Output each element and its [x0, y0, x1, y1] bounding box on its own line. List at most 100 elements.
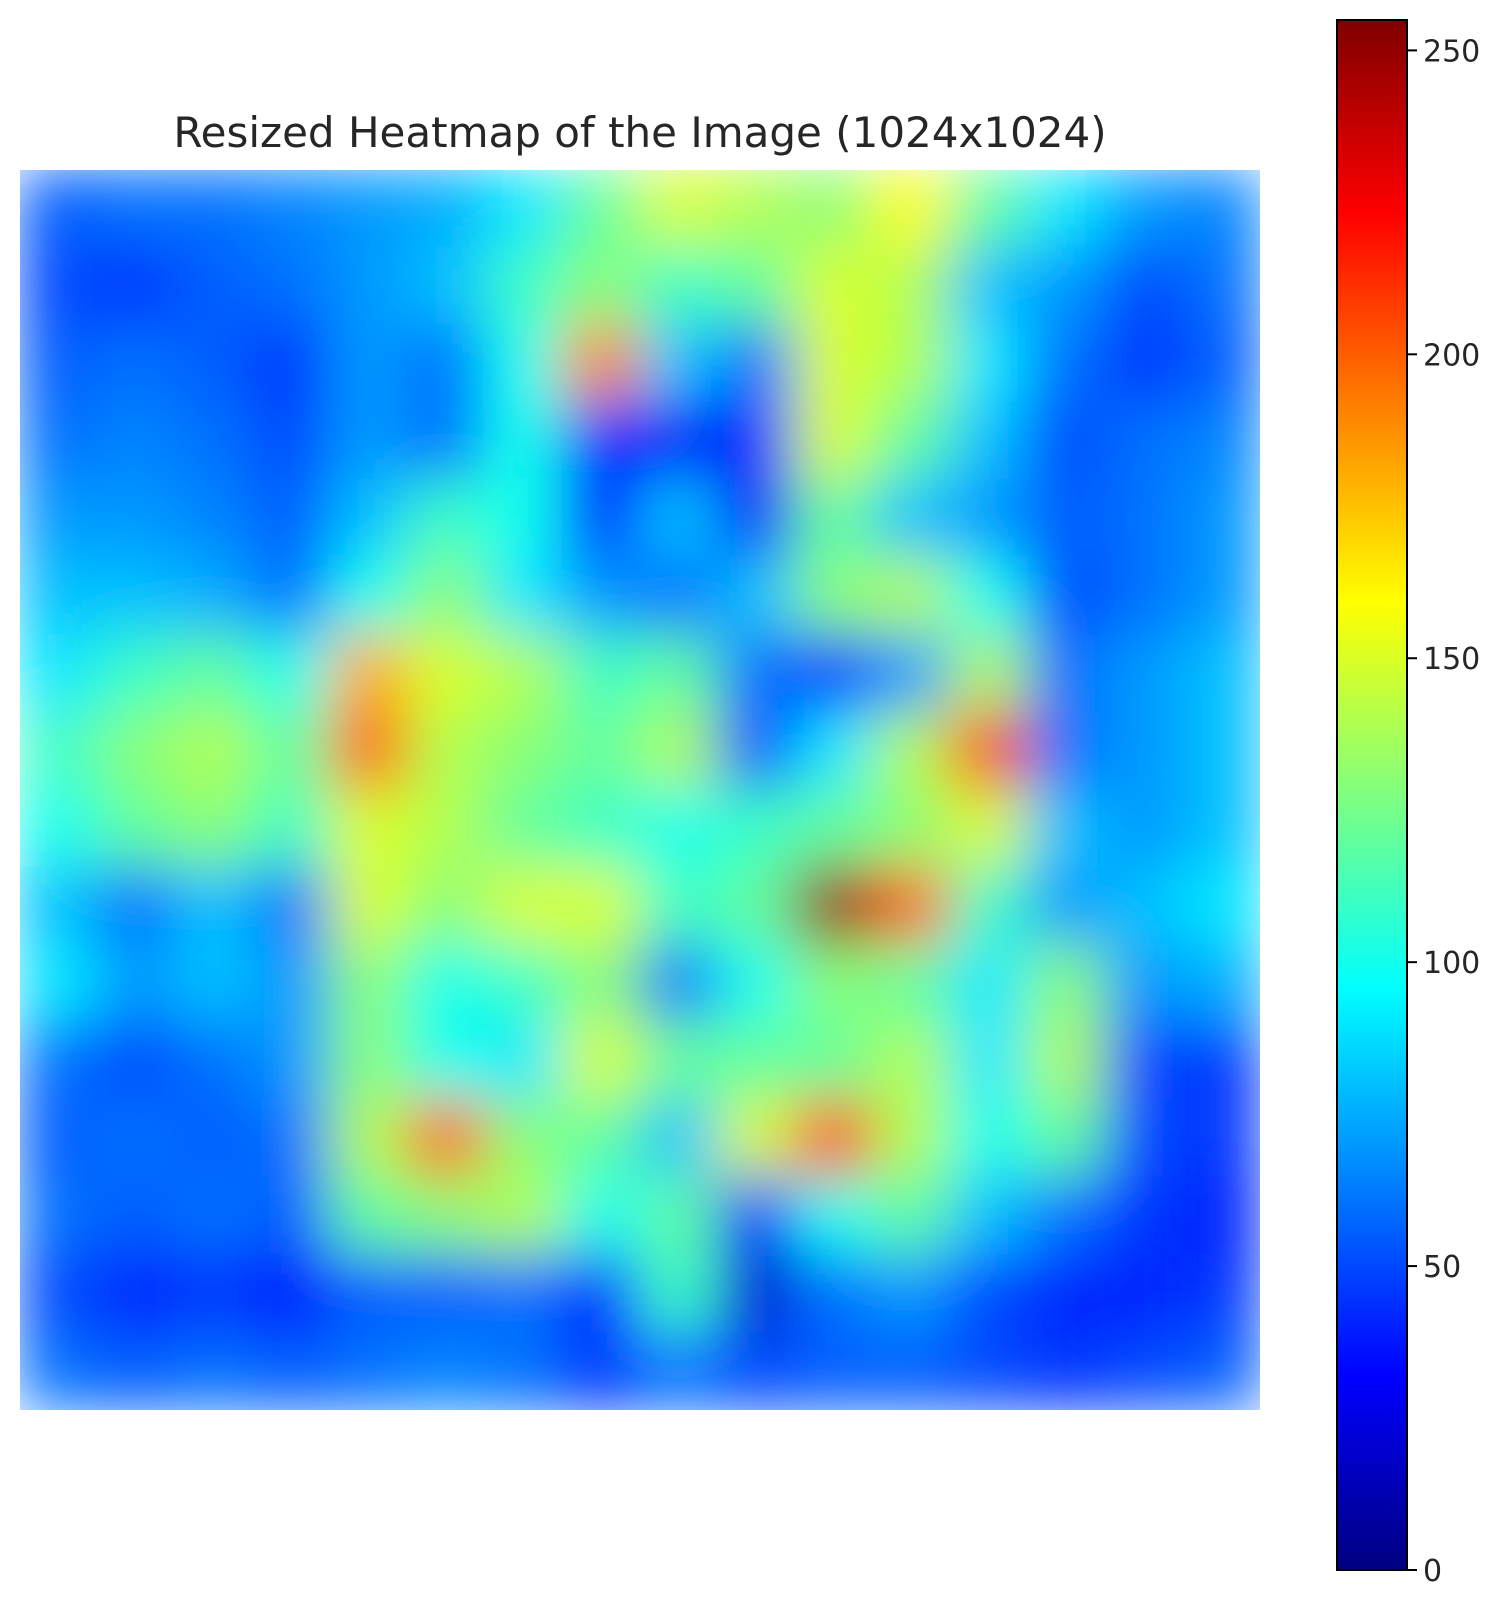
- heatmap-cell: [639, 711, 719, 791]
- heatmap-cell: [484, 479, 564, 559]
- heatmap-cell: [1104, 1254, 1184, 1334]
- heatmap-cell: [1026, 1331, 1106, 1410]
- heatmap-cell: [484, 324, 564, 404]
- heatmap-cell: [639, 866, 719, 946]
- heatmap-cell: [1104, 789, 1184, 869]
- heatmap-cell: [251, 634, 331, 714]
- heatmap-cell: [716, 1176, 796, 1256]
- heatmap-cell: [96, 556, 176, 636]
- heatmap-cell: [484, 170, 564, 249]
- heatmap-cell: [949, 1331, 1029, 1410]
- heatmap-cell: [1181, 1099, 1260, 1179]
- heatmap-cell: [794, 866, 874, 946]
- chart-title: Resized Heatmap of the Image (1024x1024): [173, 108, 1107, 157]
- heatmap-cell: [20, 634, 99, 714]
- heatmap-cell: [639, 634, 719, 714]
- heatmap-cell: [20, 1176, 99, 1256]
- heatmap-cell: [329, 866, 409, 946]
- heatmap-cell: [329, 324, 409, 404]
- heatmap-cell: [716, 711, 796, 791]
- heatmap-cell: [1181, 401, 1260, 481]
- heatmap-cell: [949, 556, 1029, 636]
- heatmap-cell: [871, 1099, 951, 1179]
- heatmap-cell: [251, 1021, 331, 1101]
- heatmap-cell: [1104, 556, 1184, 636]
- heatmap-cell: [716, 634, 796, 714]
- heatmap-cell: [96, 246, 176, 326]
- heatmap-cell: [251, 1099, 331, 1179]
- heatmap-cell: [1026, 170, 1106, 249]
- heatmap-cell: [20, 324, 99, 404]
- heatmap-cell: [251, 1176, 331, 1256]
- heatmap-cell: [1181, 789, 1260, 869]
- heatmap-cell: [639, 944, 719, 1024]
- heatmap-cell: [871, 634, 951, 714]
- heatmap-cell: [20, 711, 99, 791]
- heatmap-cell: [561, 634, 641, 714]
- heatmap-cell: [406, 479, 486, 559]
- heatmap-cell: [949, 1099, 1029, 1179]
- heatmap-cell: [949, 324, 1029, 404]
- heatmap-cell: [484, 1254, 564, 1334]
- heatmap-cell: [949, 634, 1029, 714]
- heatmap-cell: [96, 789, 176, 869]
- heatmap-cell: [20, 246, 99, 326]
- heatmap-cell: [406, 1331, 486, 1410]
- heatmap-cell: [484, 789, 564, 869]
- heatmap-cell: [484, 401, 564, 481]
- heatmap-cell: [794, 324, 874, 404]
- heatmap-cell: [1104, 1331, 1184, 1410]
- heatmap-cell: [716, 246, 796, 326]
- heatmap-cell: [561, 1099, 641, 1179]
- heatmap-cell: [1026, 789, 1106, 869]
- heatmap-cell: [1104, 711, 1184, 791]
- heatmap-cell: [949, 866, 1029, 946]
- heatmap-cell: [329, 1254, 409, 1334]
- heatmap-cell: [1026, 556, 1106, 636]
- heatmap-cell: [96, 1021, 176, 1101]
- heatmap-cell: [1181, 556, 1260, 636]
- heatmap-cell: [329, 711, 409, 791]
- heatmap-cell: [174, 246, 254, 326]
- heatmap-cell: [561, 246, 641, 326]
- heatmap-cell: [484, 634, 564, 714]
- heatmap-cell: [561, 1254, 641, 1334]
- heatmap-cell: [96, 944, 176, 1024]
- heatmap-cell: [1026, 246, 1106, 326]
- heatmap-cell: [871, 170, 951, 249]
- heatmap-cell: [794, 401, 874, 481]
- heatmap-cell: [174, 401, 254, 481]
- heatmap-cell: [251, 170, 331, 249]
- heatmap-cell: [639, 1176, 719, 1256]
- colorbar-tick-label: 100: [1423, 946, 1480, 981]
- heatmap-cell: [329, 479, 409, 559]
- heatmap-cell: [871, 1254, 951, 1334]
- heatmap-cell: [639, 789, 719, 869]
- heatmap-cell: [174, 866, 254, 946]
- heatmap-cell: [174, 479, 254, 559]
- heatmap-cell: [1181, 711, 1260, 791]
- heatmap-cell: [484, 944, 564, 1024]
- heatmap-cell: [406, 944, 486, 1024]
- heatmap-cell: [716, 944, 796, 1024]
- heatmap-cell: [716, 1254, 796, 1334]
- heatmap-cell: [794, 170, 874, 249]
- heatmap-cell: [716, 170, 796, 249]
- heatmap-cell: [406, 789, 486, 869]
- heatmap-cell: [794, 246, 874, 326]
- heatmap-cell: [794, 711, 874, 791]
- heatmap-cell: [96, 634, 176, 714]
- heatmap-cell: [949, 711, 1029, 791]
- heatmap-cell: [251, 1254, 331, 1334]
- heatmap-cell: [639, 1331, 719, 1410]
- heatmap-cell: [716, 866, 796, 946]
- heatmap-cell: [406, 1176, 486, 1256]
- heatmap-cell: [484, 711, 564, 791]
- heatmap-cell: [949, 1176, 1029, 1256]
- heatmap-cell: [639, 556, 719, 636]
- heatmap-cell: [1181, 170, 1260, 249]
- heatmap-cell: [1104, 1021, 1184, 1101]
- heatmap-cell: [1104, 1176, 1184, 1256]
- heatmap-cell: [174, 170, 254, 249]
- heatmap-cell: [484, 1176, 564, 1256]
